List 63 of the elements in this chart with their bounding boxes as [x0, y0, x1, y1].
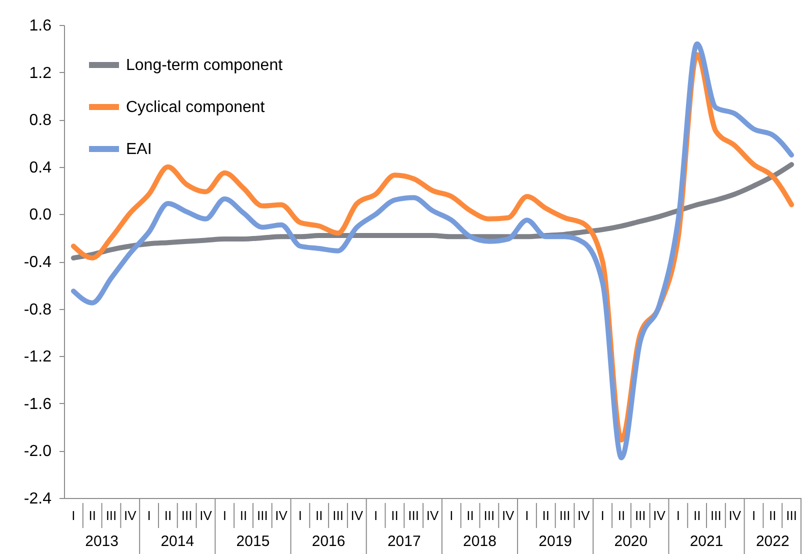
y-tick-label: 0.4: [29, 159, 52, 176]
x-tick-label: I: [752, 508, 756, 523]
x-tick-label: I: [600, 508, 604, 523]
x-tick-label: III: [332, 508, 344, 523]
y-tick-label: 1.6: [29, 18, 52, 34]
x-tick-label: I: [222, 508, 226, 523]
x-tick-label: II: [88, 508, 96, 523]
y-tick-label: 1.2: [29, 64, 52, 82]
x-tick-label: II: [240, 508, 248, 523]
x-tick-label: III: [786, 508, 797, 523]
x-tick-label: II: [164, 508, 172, 523]
x-tick-label: IV: [350, 508, 364, 523]
x-tick-label: III: [559, 508, 570, 523]
x-tick-label: III: [408, 508, 420, 523]
x-tick-label: IV: [502, 508, 515, 523]
y-tick-label: -2.4: [24, 490, 52, 508]
x-tick-label: I: [676, 508, 680, 523]
x-tick-label: III: [710, 508, 722, 523]
text: 2022: [756, 533, 790, 550]
x-tick-label: II: [391, 508, 398, 523]
x-tick-label: IV: [124, 508, 137, 523]
text: 2018: [463, 533, 496, 550]
legend-label: EAI: [126, 141, 152, 158]
x-tick-label: I: [72, 508, 76, 523]
x-tick-label: I: [450, 508, 454, 523]
x-tick-label: II: [693, 508, 701, 523]
text: 2014: [160, 533, 194, 550]
x-tick-label: IV: [578, 508, 590, 523]
x-tick-label: I: [525, 508, 529, 523]
x-tick-label: IV: [426, 508, 439, 523]
x-tick-label: IV: [275, 508, 288, 523]
y-tick-label: 0.8: [29, 112, 52, 130]
x-tick-label: III: [484, 508, 495, 523]
y-tick-label: -1.6: [24, 396, 52, 413]
text: 2013: [85, 533, 118, 550]
y-tick-label: -0.8: [24, 301, 52, 318]
x-tick-label: II: [769, 508, 776, 523]
y-tick-label: -0.4: [24, 254, 52, 271]
x-tick-label: IV: [200, 508, 212, 523]
text: 2019: [538, 533, 572, 550]
text: 2021: [690, 533, 724, 550]
x-tick-label: II: [542, 508, 550, 523]
x-tick-label: II: [618, 508, 626, 523]
x-tick-label: IV: [653, 508, 666, 523]
text: 2017: [387, 533, 421, 550]
legend-label: Long-term component: [126, 57, 284, 74]
legend-label: Cyclical component: [126, 99, 266, 116]
text: 2015: [236, 533, 270, 550]
x-tick-label: III: [106, 508, 117, 523]
x-tick-label: II: [466, 508, 474, 523]
x-tick-label: I: [298, 508, 302, 523]
x-tick-label: IV: [728, 508, 742, 523]
y-tick-label: -1.2: [24, 348, 52, 366]
text: 2016: [312, 533, 346, 550]
y-tick-label: 0.0: [29, 206, 52, 224]
text: 2020: [614, 533, 648, 550]
x-tick-label: III: [257, 508, 268, 523]
x-tick-label: III: [634, 508, 646, 523]
x-tick-label: I: [374, 508, 378, 523]
x-tick-label: II: [316, 508, 323, 523]
x-tick-label: III: [181, 508, 192, 523]
x-tick-label: I: [147, 508, 151, 523]
y-tick-label: -2.0: [24, 443, 52, 460]
